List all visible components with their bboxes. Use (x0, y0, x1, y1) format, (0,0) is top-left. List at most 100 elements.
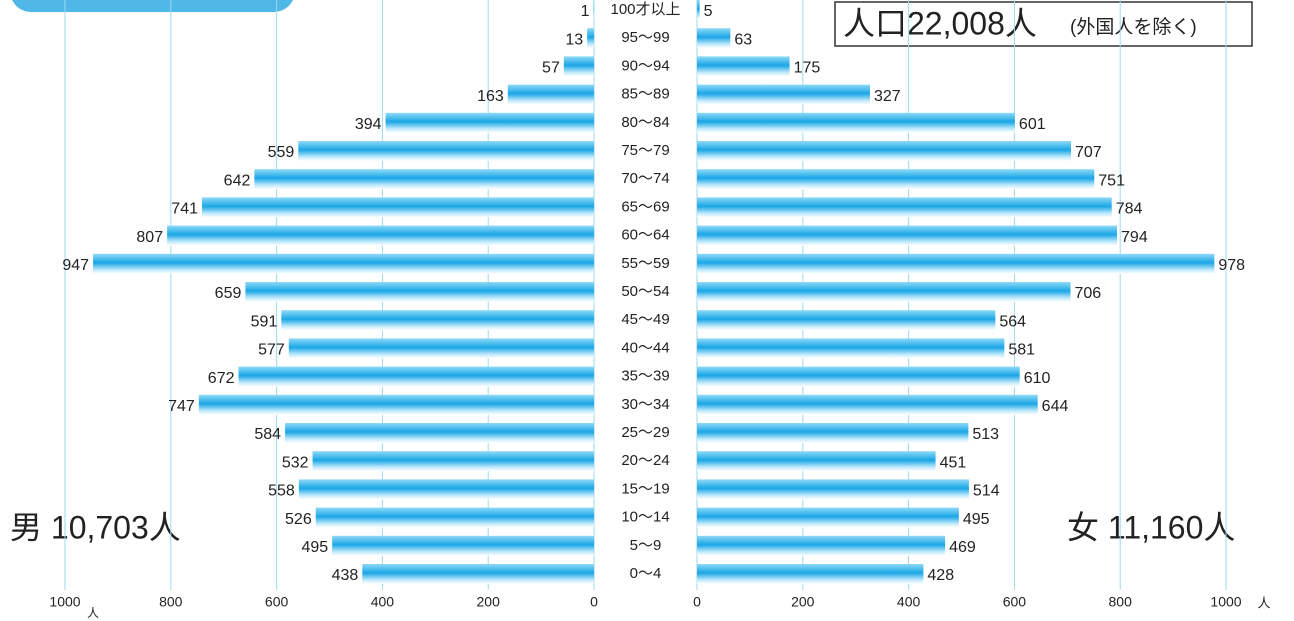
value-label: 514 (973, 483, 1000, 500)
annotation-note: (外国人を除く) (1070, 16, 1197, 38)
bar (697, 310, 996, 331)
bar (697, 169, 1095, 190)
value-label: 947 (62, 257, 89, 274)
value-label: 5 (704, 3, 713, 20)
bar (332, 535, 594, 556)
category-label: 5〜9 (630, 537, 662, 554)
category-label: 80〜84 (621, 114, 669, 131)
value-label: 526 (285, 511, 312, 528)
bar (697, 338, 1005, 359)
category-label: 45〜49 (621, 311, 669, 328)
bar (202, 197, 595, 218)
value-label: 495 (963, 511, 990, 528)
value-label: 438 (332, 567, 359, 584)
bar (254, 169, 594, 190)
value-label: 57 (542, 60, 560, 77)
bar (697, 479, 969, 500)
x-tick-label: 200 (791, 594, 815, 610)
value-label: 428 (927, 567, 954, 584)
category-label: 65〜69 (621, 198, 669, 215)
bar (697, 282, 1071, 302)
category-label: 50〜54 (621, 283, 669, 300)
x-tick-label: 800 (159, 594, 183, 610)
value-label: 807 (136, 229, 163, 246)
bar (697, 366, 1020, 387)
bar (281, 310, 594, 331)
value-label: 581 (1008, 342, 1035, 359)
value-label: 564 (999, 313, 1026, 330)
bar (697, 564, 924, 584)
bar (697, 535, 946, 556)
value-label: 451 (940, 454, 967, 471)
category-label: 25〜29 (621, 424, 669, 441)
bar (167, 225, 595, 246)
category-label: 20〜24 (621, 452, 669, 469)
category-label: 85〜89 (621, 86, 669, 103)
value-label: 741 (171, 201, 198, 218)
value-label: 394 (355, 116, 382, 133)
value-label: 794 (1121, 229, 1148, 246)
value-label: 978 (1218, 257, 1245, 274)
value-label: 163 (477, 88, 504, 105)
bar (315, 507, 594, 528)
bar (93, 253, 595, 274)
bar (362, 564, 594, 584)
bar (285, 423, 594, 443)
category-label: 30〜34 (621, 396, 669, 413)
x-tick-label: 600 (265, 594, 289, 610)
legend-female: 女 11,160人 (1067, 509, 1235, 545)
category-label: 55〜59 (621, 255, 669, 272)
category-label: 60〜64 (621, 227, 669, 244)
value-label: 532 (282, 454, 309, 471)
category-label: 70〜74 (621, 170, 669, 187)
bar (697, 141, 1072, 161)
x-tick-label: 1000 (1210, 594, 1241, 610)
value-label: 513 (972, 426, 999, 443)
bar (697, 197, 1112, 218)
category-label: 95〜99 (621, 29, 669, 46)
x-unit: 人 (87, 606, 99, 620)
category-label: 15〜19 (621, 480, 669, 497)
value-label: 601 (1019, 116, 1046, 133)
category-label: 0〜4 (630, 565, 662, 582)
x-unit: 人 (1257, 595, 1270, 610)
bar (198, 394, 594, 415)
x-tick-label: 0 (590, 594, 598, 610)
value-label: 751 (1098, 172, 1125, 189)
bar (697, 0, 700, 20)
value-label: 558 (268, 483, 295, 500)
value-label: 644 (1042, 398, 1069, 415)
value-label: 1 (581, 3, 590, 20)
value-label: 642 (224, 172, 251, 189)
bar (593, 0, 594, 20)
category-label: 10〜14 (621, 509, 669, 526)
x-tick-label: 1000 (49, 594, 80, 610)
bar (697, 112, 1015, 133)
value-label: 584 (254, 426, 281, 443)
bar (298, 479, 594, 500)
bar (697, 225, 1118, 246)
bar (697, 423, 969, 443)
value-label: 707 (1075, 144, 1102, 161)
value-label: 63 (734, 31, 752, 48)
bar (697, 394, 1038, 415)
value-label: 327 (874, 88, 901, 105)
x-tick-label: 600 (1003, 594, 1027, 610)
value-label: 495 (301, 539, 328, 556)
bar (697, 56, 790, 77)
bar (697, 507, 959, 528)
bar (245, 282, 594, 302)
bar (238, 366, 594, 387)
value-label: 591 (251, 313, 278, 330)
bar (385, 112, 594, 133)
value-label: 706 (1074, 285, 1101, 302)
value-label: 175 (794, 60, 821, 77)
value-label: 577 (258, 342, 285, 359)
annotation-box (834, 1, 1253, 47)
value-label: 469 (949, 539, 976, 556)
bar (298, 141, 594, 161)
x-tick-label: 200 (477, 594, 501, 610)
category-label: 100才以上 (610, 1, 680, 18)
bar (563, 56, 594, 77)
